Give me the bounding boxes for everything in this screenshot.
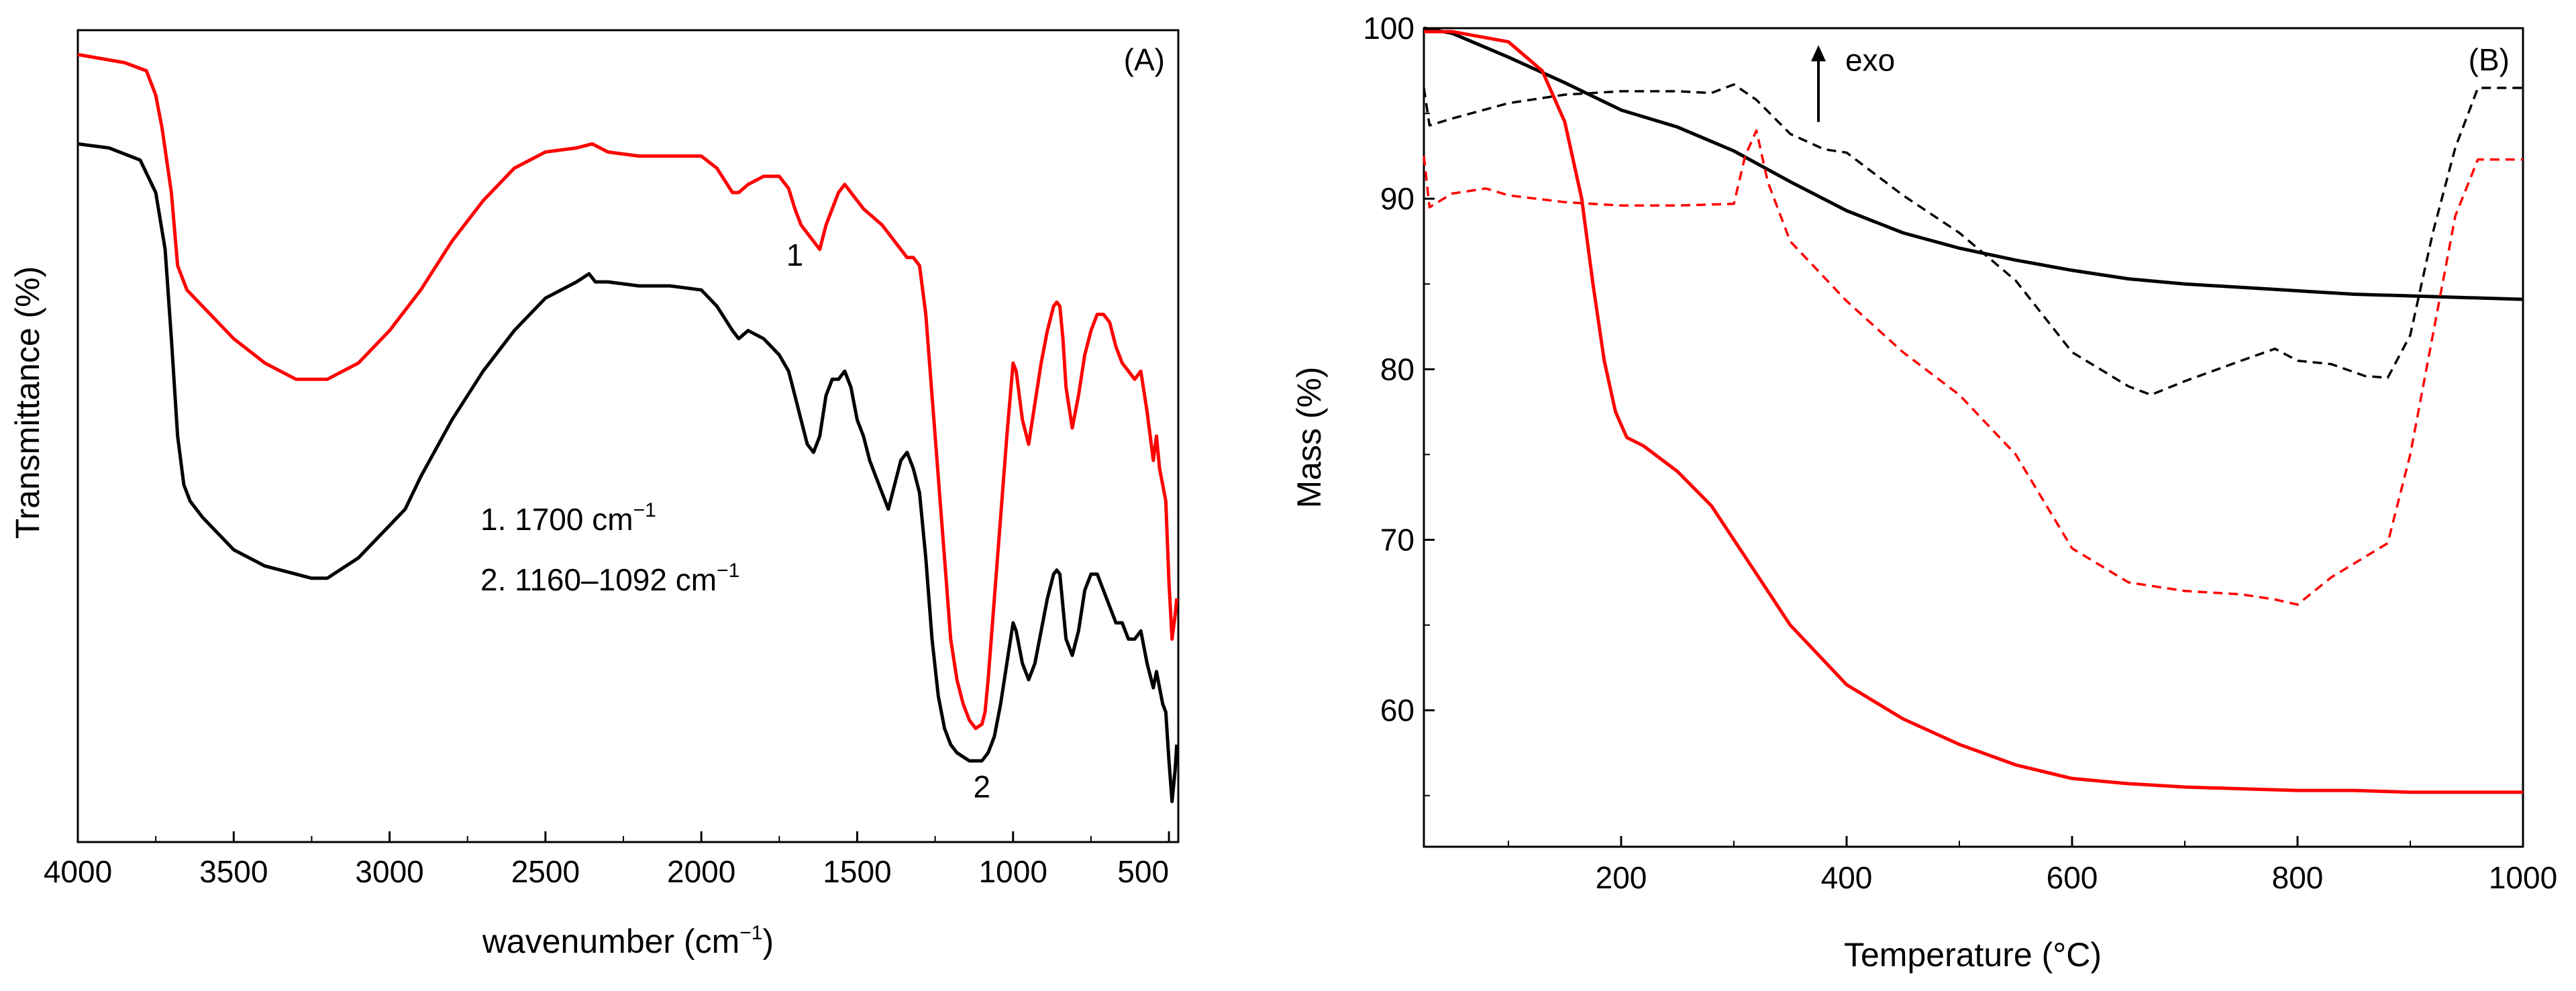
panel-b-x-tick-label: 400: [1821, 860, 1873, 895]
panel-b-exo-arrow: exo: [1811, 42, 1895, 122]
panel-b-red-dta-line: [1423, 129, 2523, 606]
panel-a-x-tick-label: 4000: [44, 854, 112, 889]
panel-a: (A) Transmittance (%) wavenumber (cm−1) …: [9, 29, 1180, 960]
panel-a-x-tick-label: 500: [1117, 854, 1169, 889]
panel-b-x-tick-label: 600: [2047, 860, 2098, 895]
panel-b-x-tick-label: 1000: [2489, 860, 2557, 895]
panel-b-x-tick-label: 800: [2272, 860, 2324, 895]
exo-label: exo: [1845, 42, 1895, 77]
panel-a-x-tick-label: 3500: [199, 854, 268, 889]
panel-a-peak-label: 2: [974, 769, 991, 804]
panel-a-label: (A): [1124, 42, 1165, 77]
panel-b-ylabel: Mass (%): [1290, 366, 1328, 508]
panel-b-black-mass-line: [1423, 26, 2524, 301]
panel-b-axis-ticks: 200 400 600 800 1000 60 70 80 90 100: [1363, 11, 2557, 895]
panel-a-x-tick-label: 1000: [979, 854, 1047, 889]
panel-b-plot-frame: [1423, 27, 2524, 848]
panel-b-xlabel: Temperature (°C): [1844, 936, 2102, 974]
panel-b-black-dta-line: [1423, 83, 2523, 397]
panel-a-black-spectrum-line: [77, 142, 1179, 803]
panel-a-x-tick-label: 2000: [667, 854, 735, 889]
panel-a-ylabel: Transmittance (%): [9, 266, 46, 539]
panel-a-series: [77, 52, 1179, 803]
panel-b-y-tick-label: 70: [1380, 523, 1414, 558]
panel-a-note-1: 1. 1700 cm−1: [480, 499, 656, 537]
panel-b: (B) Mass (%) Temperature (°C) 200 400 600 8…: [1290, 11, 2557, 974]
panel-a-x-tick-label: 1500: [823, 854, 891, 889]
panel-a-note-2: 2. 1160–1092 cm−1: [480, 560, 739, 597]
panel-a-x-tick-label: 3000: [355, 854, 423, 889]
panel-a-xlabel: wavenumber (cm−1): [482, 922, 774, 960]
panel-b-y-tick-label: 100: [1363, 11, 1414, 46]
panel-b-y-tick-label: 90: [1380, 181, 1414, 216]
panel-b-red-mass-line: [1424, 30, 2523, 794]
panel-b-y-tick-label: 60: [1380, 693, 1414, 728]
panel-a-peak-annotations: 12: [786, 238, 990, 804]
panel-b-label: (B): [2469, 42, 2510, 77]
panel-a-x-tick-label: 2500: [511, 854, 580, 889]
panel-b-series: [1423, 26, 2524, 794]
panel-a-peak-label: 1: [786, 238, 804, 272]
panel-a-red-spectrum-line: [77, 52, 1179, 731]
exo-arrow-head: [1811, 45, 1826, 62]
panel-a-plot-frame: [76, 29, 1180, 843]
panel-b-y-tick-label: 80: [1380, 352, 1414, 386]
panel-a-x-ticks: 4000 3500 3000 2500 2000 1500 1000 500: [44, 831, 1170, 889]
panel-b-x-tick-label: 200: [1596, 860, 1647, 895]
